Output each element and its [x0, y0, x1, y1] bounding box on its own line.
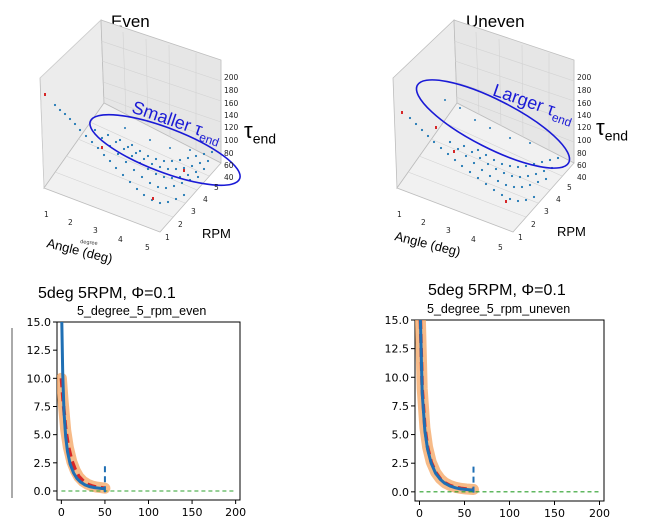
svg-text:5: 5 — [498, 243, 503, 252]
svg-text:2: 2 — [421, 218, 426, 227]
x-tick-label: 0 — [416, 507, 423, 520]
svg-text:40: 40 — [224, 173, 234, 182]
x-tick-label: 0 — [58, 506, 65, 519]
plot-frame — [56, 321, 241, 501]
x-tick-label: 200 — [589, 507, 610, 520]
even-x-small-label: degree — [80, 239, 98, 247]
y-tick-label: 7.5 — [34, 400, 52, 413]
y-tick-label: 0.0 — [34, 485, 52, 498]
y-tick-label: 12.5 — [27, 344, 52, 357]
y-tick-label: 10.0 — [385, 371, 410, 384]
svg-text:80: 80 — [224, 149, 234, 158]
svg-text:2: 2 — [68, 218, 73, 227]
even-scatter-points — [53, 103, 214, 205]
svg-text:120: 120 — [577, 123, 592, 132]
uneven-y-label: RPM — [557, 224, 586, 239]
svg-text:180: 180 — [224, 86, 239, 95]
x-tick-label: 150 — [182, 506, 203, 519]
y-tick-label: 12.5 — [385, 343, 410, 356]
svg-text:4: 4 — [118, 235, 123, 244]
svg-text:2: 2 — [178, 220, 183, 229]
y-tick-label: 5.0 — [392, 429, 410, 442]
uneven-gridlines — [407, 31, 575, 218]
svg-text:4: 4 — [203, 195, 208, 204]
plot-even-title: 5_degree_5_rpm_even — [77, 304, 207, 318]
svg-text:1: 1 — [397, 210, 402, 219]
panel-even-3d: 200 180 160 140 120 100 80 60 40 1 2 3 4… — [39, 19, 241, 266]
x-tick-label: 100 — [499, 507, 520, 520]
y-tick-label: 10.0 — [27, 372, 52, 385]
even-y-ticks: 1 2 3 4 5 — [165, 183, 219, 242]
svg-text:5: 5 — [145, 243, 150, 252]
svg-text:4: 4 — [471, 235, 476, 244]
even-z-label: τend — [244, 118, 277, 147]
svg-text:200: 200 — [577, 73, 592, 82]
uneven-ellipse-annotation — [415, 79, 571, 169]
even-gridlines — [39, 19, 222, 218]
uneven-red-points — [401, 111, 507, 203]
svg-text:3: 3 — [93, 226, 98, 235]
svg-text:120: 120 — [224, 123, 239, 132]
x-tick-label: 200 — [225, 506, 246, 519]
plot-even: 0.0 2.5 5.0 7.5 10.0 12.5 15.0 0 50 100 150 200 — [11, 316, 246, 519]
plot-even-heading: 5deg 5RPM, Φ=0.1 — [38, 285, 176, 302]
y-tick-label: 2.5 — [34, 457, 52, 470]
svg-text:40: 40 — [577, 173, 587, 182]
plot-series-group — [415, 320, 600, 495]
uneven-z-label: τend — [596, 115, 629, 144]
svg-text:3: 3 — [191, 207, 196, 216]
svg-text:200: 200 — [224, 73, 239, 82]
svg-text:100: 100 — [224, 136, 239, 145]
x-tick-label: 150 — [544, 507, 565, 520]
svg-text:3: 3 — [544, 207, 549, 216]
even-red-points — [44, 93, 185, 200]
panel-uneven-3d: 200 180 160 140 120 100 80 60 40 1 2 3 4… — [392, 19, 592, 259]
svg-text:5: 5 — [567, 183, 572, 192]
plot-uneven-title: 5_degree_5_rpm_uneven — [427, 302, 571, 316]
plot-uneven: 0.0 2.5 5.0 7.5 10.0 12.5 15.0 0 50 100 150 200 — [385, 314, 611, 520]
x-tick-label: 50 — [458, 507, 472, 520]
even-y-label: RPM — [202, 226, 231, 241]
even-ellipse-annotation — [89, 113, 241, 187]
panel-uneven-title: Uneven — [466, 12, 525, 31]
uneven-z-ticks: 200 180 160 140 120 100 80 60 40 — [577, 73, 592, 182]
svg-text:180: 180 — [577, 86, 592, 95]
uneven-x-label: Angle (deg) — [393, 228, 462, 259]
y-tick-label: 15.0 — [385, 314, 410, 327]
series-blue-line — [418, 320, 474, 492]
svg-text:1: 1 — [44, 210, 49, 219]
svg-text:80: 80 — [577, 149, 587, 158]
svg-text:4: 4 — [556, 195, 561, 204]
y-tick-label: 7.5 — [392, 400, 410, 413]
uneven-x-ticks: 1 2 3 4 5 — [397, 210, 503, 252]
series-blue-line — [60, 322, 106, 491]
plot-frame — [414, 319, 605, 502]
svg-text:2: 2 — [531, 220, 536, 229]
x-tick-label: 50 — [98, 506, 112, 519]
y-tick-label: 15.0 — [27, 316, 52, 329]
svg-text:1: 1 — [518, 233, 523, 242]
svg-text:60: 60 — [577, 161, 587, 170]
svg-text:100: 100 — [577, 136, 592, 145]
plot-series-group — [57, 322, 236, 494]
y-tick-label: 2.5 — [392, 457, 410, 470]
svg-text:5: 5 — [214, 183, 219, 192]
uneven-y-ticks: 1 2 3 4 5 — [518, 183, 572, 242]
even-x-ticks: 1 2 3 4 5 — [44, 210, 150, 252]
x-tick-label: 100 — [138, 506, 159, 519]
svg-text:3: 3 — [446, 226, 451, 235]
y-tick-label: 5.0 — [34, 429, 52, 442]
svg-text:140: 140 — [224, 111, 239, 120]
even-z-ticks: 200 180 160 140 120 100 80 60 40 — [224, 73, 239, 182]
svg-text:160: 160 — [577, 99, 592, 108]
plot-uneven-heading: 5deg 5RPM, Φ=0.1 — [428, 282, 566, 299]
svg-text:140: 140 — [577, 111, 592, 120]
svg-text:60: 60 — [224, 161, 234, 170]
y-tick-label: 0.0 — [392, 486, 410, 499]
svg-text:1: 1 — [165, 233, 170, 242]
svg-text:160: 160 — [224, 99, 239, 108]
